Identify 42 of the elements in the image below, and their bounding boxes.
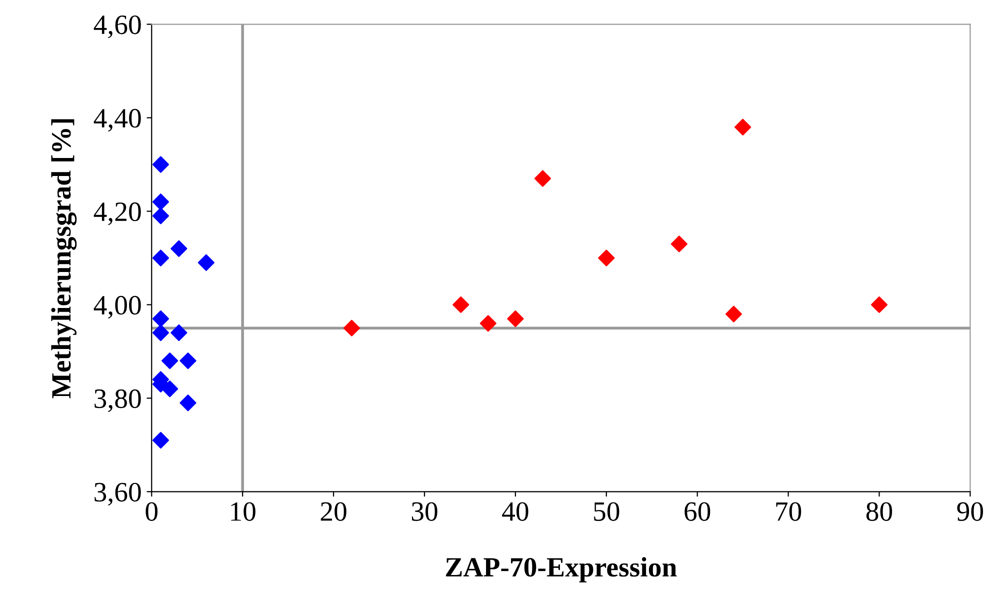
point xyxy=(162,380,178,398)
point xyxy=(343,320,360,336)
point xyxy=(152,324,170,342)
y-tick-label: 3,60 xyxy=(94,482,141,506)
point xyxy=(734,118,752,136)
x-tick-label: 20 xyxy=(320,502,346,521)
point xyxy=(507,310,524,328)
point xyxy=(162,352,178,370)
point xyxy=(870,296,888,314)
point xyxy=(452,296,470,314)
point xyxy=(152,250,170,266)
point xyxy=(480,315,496,332)
x-tick-label: 70 xyxy=(776,502,802,521)
x-tick-label: 40 xyxy=(502,502,528,521)
point xyxy=(152,156,170,173)
point xyxy=(180,352,196,370)
point xyxy=(725,306,742,322)
y-tick-label: 3,80 xyxy=(94,389,141,412)
point xyxy=(598,250,615,266)
point xyxy=(152,310,170,328)
x-tick-label: 30 xyxy=(412,502,438,521)
point xyxy=(198,254,214,271)
point xyxy=(152,208,170,224)
point xyxy=(534,170,552,187)
point xyxy=(170,324,188,342)
y-tick-label: 4,20 xyxy=(94,202,141,226)
y-tick-label: 4,00 xyxy=(94,296,141,319)
y-axis-title: Methylierungsgrad [%] xyxy=(51,119,77,398)
x-tick-label: 50 xyxy=(594,502,620,521)
x-tick-label: 0 xyxy=(146,502,158,521)
point xyxy=(152,194,170,210)
x-tick-label: 10 xyxy=(231,502,256,521)
x-tick-label: 60 xyxy=(684,502,710,521)
point xyxy=(180,394,196,412)
x-tick-label: 90 xyxy=(957,502,984,521)
x-tick-label: 80 xyxy=(866,502,892,521)
y-tick-label: 4,60 xyxy=(94,15,141,38)
point xyxy=(170,240,188,257)
y-tick-label: 4,40 xyxy=(94,108,141,132)
point xyxy=(152,432,170,449)
x-axis-title: ZAP-70-Expression xyxy=(446,557,677,582)
point xyxy=(670,236,688,252)
